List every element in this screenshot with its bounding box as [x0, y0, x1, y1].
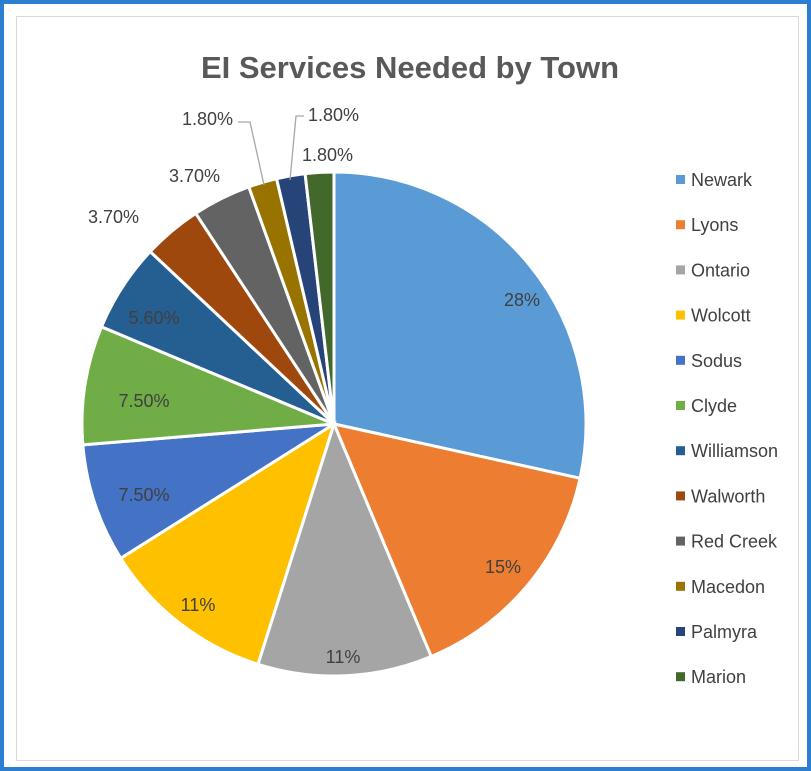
- legend-label-macedon: Macedon: [691, 577, 765, 597]
- legend-label-red-creek: Red Creek: [691, 532, 778, 552]
- legend-swatch-ontario: [676, 265, 685, 275]
- leader-line-macedon: [238, 121, 265, 186]
- data-label-clyde: 7.50%: [118, 391, 169, 411]
- legend-label-ontario: Ontario: [691, 260, 750, 280]
- legend-swatch-clyde: [676, 401, 685, 410]
- legend: Newark Lyons Ontario Wolcott Sodus Clyde Willi…: [676, 170, 778, 687]
- data-label-lyons: 15%: [485, 557, 521, 577]
- legend-swatch-newark: [676, 175, 685, 184]
- legend-label-newark: Newark: [691, 170, 753, 190]
- legend-label-lyons: Lyons: [691, 215, 738, 235]
- data-label-williamson: 5.60%: [128, 308, 179, 328]
- pie-slice-marion: [303, 170, 336, 425]
- legend-label-sodus: Sodus: [691, 351, 742, 371]
- data-label-wolcott: 11%: [181, 595, 216, 615]
- pie-slice-ontario: [256, 419, 434, 678]
- legend-label-marion: Marion: [691, 667, 746, 687]
- data-label-ontario: 11%: [326, 647, 361, 667]
- pie-slice-newark: [332, 170, 588, 481]
- legend-swatch-marion: [676, 672, 685, 682]
- data-label-macedon: 1.80%: [182, 109, 233, 129]
- legend-label-wolcott: Wolcott: [691, 306, 751, 326]
- pie-slice-sodus: [81, 422, 335, 561]
- data-label-sodus: 7.50%: [118, 485, 169, 505]
- data-label-palmyra: 1.80%: [308, 105, 359, 125]
- data-label-marion: 1.80%: [302, 145, 353, 165]
- data-label-walworth: 3.70%: [88, 207, 139, 227]
- legend-swatch-walworth: [676, 491, 685, 501]
- legend-label-clyde: Clyde: [691, 396, 737, 416]
- data-labels: 28% 15% 11% 11% 7.50% 7.50% 5.60% 3.70% 3.70% 1.8…: [88, 105, 540, 667]
- legend-label-walworth: Walworth: [691, 486, 765, 506]
- data-label-red-creek: 3.70%: [169, 166, 220, 186]
- legend-swatch-sodus: [676, 355, 685, 365]
- legend-swatch-macedon: [676, 581, 685, 591]
- legend-swatch-red-creek: [676, 536, 685, 546]
- legend-label-palmyra: Palmyra: [691, 622, 758, 642]
- legend-label-williamson: Williamson: [691, 441, 778, 461]
- leader-line-palmyra: [289, 115, 304, 181]
- pie-slice-lyons: [331, 421, 582, 659]
- legend-swatch-palmyra: [676, 627, 685, 636]
- chart-title: EI Services Needed by Town: [201, 50, 619, 85]
- pie-slice-wolcott: [118, 420, 337, 667]
- legend-swatch-williamson: [676, 446, 685, 456]
- pie-slice-clyde: [80, 324, 335, 447]
- legend-swatch-lyons: [676, 220, 685, 230]
- data-label-newark: 28%: [504, 290, 540, 310]
- leader-lines: [238, 115, 304, 186]
- legend-swatch-wolcott: [676, 310, 685, 320]
- pie-slices: [80, 170, 588, 678]
